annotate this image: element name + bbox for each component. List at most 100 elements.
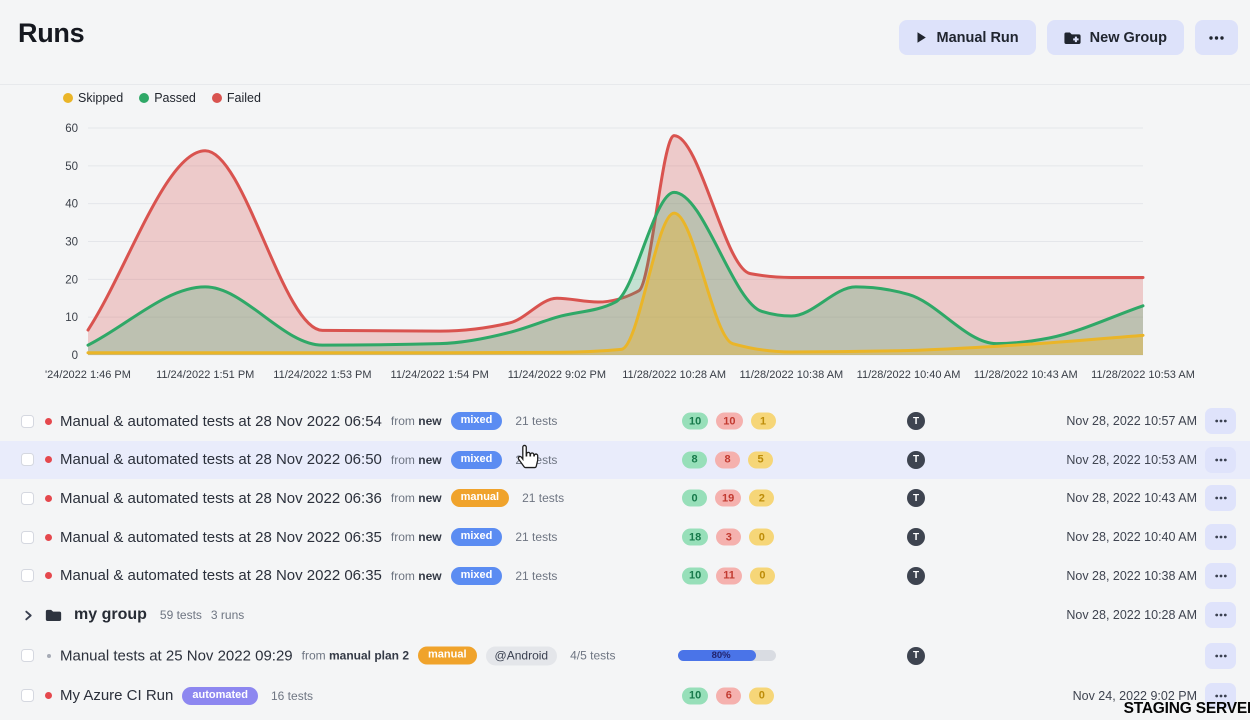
row-menu-button[interactable]	[1205, 682, 1236, 709]
status-dot	[45, 533, 52, 541]
run-source: from new	[390, 452, 442, 467]
avatar[interactable]: T	[907, 412, 925, 431]
svg-text:11/28/2022 10:40 AM: 11/28/2022 10:40 AM	[857, 369, 961, 381]
run-lead: Manual & automated tests at 28 Nov 2022 …	[60, 412, 557, 431]
row-menu-button[interactable]	[1205, 485, 1236, 512]
passed-count: 8	[682, 451, 707, 469]
result-stats: 10 11 0	[682, 567, 775, 585]
play-icon	[917, 32, 927, 43]
legend-label: Failed	[226, 91, 261, 105]
header: Runs Manual Run New Group	[0, 0, 1250, 85]
new-group-button[interactable]: New Group	[1046, 20, 1184, 55]
run-type-badge: automated	[182, 686, 258, 705]
mouse-cursor-icon	[517, 444, 539, 469]
group-row[interactable]: my group 59 tests 3 runs Nov 28, 2022 10:28…	[0, 595, 1250, 636]
svg-text:11/28/2022 10:28 AM: 11/28/2022 10:28 AM	[622, 369, 726, 381]
failed-count: 19	[715, 489, 742, 507]
run-title[interactable]: Manual & automated tests at 28 Nov 2022 …	[60, 528, 382, 546]
failed-count: 11	[716, 567, 742, 585]
run-row[interactable]: Manual & automated tests at 28 Nov 2022 …	[0, 402, 1250, 441]
status-dot	[45, 456, 52, 464]
svg-text:60: 60	[65, 123, 78, 135]
row-menu-button[interactable]	[1205, 408, 1236, 435]
run-title[interactable]: Manual & automated tests at 28 Nov 2022 …	[60, 489, 382, 507]
manual-run-button[interactable]: Manual Run	[899, 20, 1036, 55]
passed-count: 18	[682, 528, 709, 546]
avatar[interactable]: T	[907, 489, 925, 508]
group-tests-count: 59 tests	[159, 608, 202, 623]
run-date: Nov 28, 2022 10:43 AM	[1066, 491, 1197, 506]
status-dot	[45, 692, 52, 700]
ellipsis-icon	[1214, 654, 1227, 658]
run-title[interactable]: Manual & automated tests at 28 Nov 2022 …	[60, 451, 382, 469]
run-row[interactable]: Manual & automated tests at 28 Nov 2022 …	[0, 479, 1250, 518]
run-source: from new	[390, 491, 442, 506]
run-type-badge: mixed	[450, 566, 503, 585]
run-row[interactable]: Manual & automated tests at 28 Nov 2022 …	[0, 440, 1250, 480]
group-lead: my group 59 tests 3 runs	[23, 606, 253, 624]
svg-text:20: 20	[65, 274, 78, 286]
runs-chart: Skipped Passed Failed 0 10 20 30 40 50 60 '24/202…	[45, 91, 1195, 381]
skipped-count: 2	[749, 489, 775, 507]
row-menu-button[interactable]	[1205, 602, 1236, 629]
group-runs-count: 3 runs	[210, 608, 245, 623]
skipped-count: 0	[749, 528, 775, 546]
result-stats: 10 6 0	[682, 687, 775, 705]
row-checkbox[interactable]	[21, 491, 34, 505]
row-checkbox[interactable]	[21, 414, 34, 428]
passed-count: 0	[682, 489, 707, 507]
row-menu-button[interactable]	[1205, 446, 1236, 473]
env-tag: @Android	[485, 646, 558, 666]
legend-dot	[211, 93, 222, 103]
row-menu-button[interactable]	[1205, 562, 1236, 589]
avatar[interactable]: T	[907, 646, 925, 665]
result-stats: 10 10 1	[682, 412, 776, 430]
legend-dot	[63, 93, 73, 103]
run-row[interactable]: Manual & automated tests at 28 Nov 2022 …	[0, 556, 1250, 595]
ellipsis-icon	[1214, 419, 1227, 423]
tests-count: 21 tests	[515, 568, 558, 583]
run-title[interactable]: My Azure CI Run	[60, 687, 174, 705]
ellipsis-icon	[1214, 458, 1227, 462]
chevron-right-icon[interactable]	[23, 610, 34, 621]
run-title[interactable]: Manual & automated tests at 28 Nov 2022 …	[60, 567, 382, 585]
row-checkbox[interactable]	[21, 530, 34, 544]
svg-text:40: 40	[65, 199, 78, 211]
avatar[interactable]: T	[907, 450, 925, 469]
ellipsis-icon	[1214, 574, 1227, 578]
row-checkbox[interactable]	[21, 569, 34, 583]
avatar[interactable]: T	[907, 528, 925, 547]
new-group-label: New Group	[1089, 29, 1167, 46]
ellipsis-icon	[1214, 694, 1227, 698]
row-checkbox[interactable]	[21, 649, 34, 663]
status-dot	[47, 653, 51, 658]
failed-count: 3	[716, 528, 742, 546]
ellipsis-icon	[1209, 35, 1224, 40]
run-date: Nov 28, 2022 10:38 AM	[1066, 568, 1197, 583]
row-checkbox[interactable]	[21, 689, 34, 703]
svg-text:11/24/2022 1:51 PM: 11/24/2022 1:51 PM	[156, 369, 254, 381]
svg-text:10: 10	[65, 312, 78, 324]
header-more-button[interactable]	[1195, 20, 1238, 55]
row-menu-button[interactable]	[1205, 642, 1236, 669]
legend-dot	[139, 93, 150, 103]
skipped-count: 5	[748, 451, 773, 469]
run-row[interactable]: My Azure CI Run automated 16 tests 10 6 0 Nov …	[0, 676, 1250, 716]
run-lead: Manual tests at 25 Nov 2022 09:29 from ma…	[60, 646, 615, 666]
svg-text:11/28/2022 10:38 AM: 11/28/2022 10:38 AM	[739, 369, 843, 381]
row-checkbox[interactable]	[21, 453, 34, 467]
run-row[interactable]: Manual & automated tests at 28 Nov 2022 …	[0, 518, 1250, 557]
progress-bar: 80%	[678, 650, 776, 662]
run-title[interactable]: Manual tests at 25 Nov 2022 09:29	[60, 647, 293, 665]
group-name[interactable]: my group	[74, 606, 147, 624]
run-row[interactable]: Manual tests at 25 Nov 2022 09:29 from ma…	[0, 636, 1250, 676]
run-lead: Manual & automated tests at 28 Nov 2022 …	[60, 489, 564, 508]
run-source: from new	[390, 530, 442, 545]
svg-text:11/24/2022 9:02 PM: 11/24/2022 9:02 PM	[508, 369, 606, 381]
row-menu-button[interactable]	[1205, 524, 1236, 551]
avatar[interactable]: T	[907, 566, 925, 585]
result-stats: 0 19 2	[682, 489, 775, 507]
run-title[interactable]: Manual & automated tests at 28 Nov 2022 …	[60, 412, 382, 430]
svg-text:11/24/2022 1:54 PM: 11/24/2022 1:54 PM	[391, 369, 489, 381]
run-lead: Manual & automated tests at 28 Nov 2022 …	[60, 450, 557, 469]
